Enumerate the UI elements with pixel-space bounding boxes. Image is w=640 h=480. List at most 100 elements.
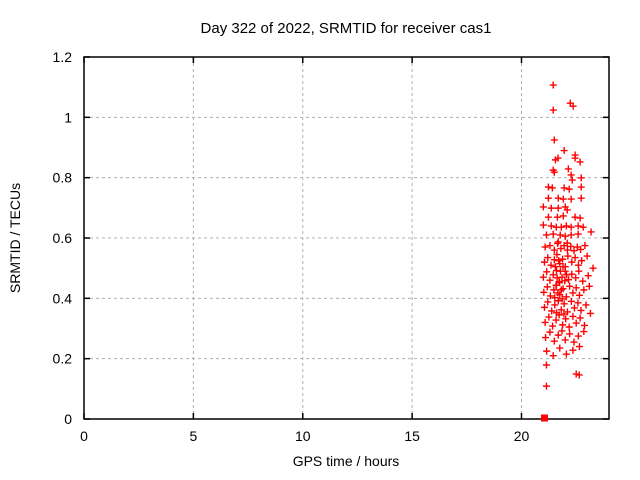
data-point-plus — [577, 306, 585, 314]
data-point-plus — [556, 231, 564, 239]
data-point-plus — [547, 204, 555, 212]
data-point-plus — [580, 286, 588, 294]
data-point-plus — [557, 306, 565, 314]
data-point-plus — [539, 203, 547, 211]
data-point-plus — [560, 242, 568, 250]
data-point-plus — [562, 222, 570, 230]
data-point-plus — [580, 328, 588, 336]
data-point-plus — [560, 300, 568, 308]
data-point-plus — [562, 315, 570, 323]
x-tick-label: 0 — [80, 428, 88, 444]
x-axis-label: GPS time / hours — [293, 453, 400, 469]
data-point-plus — [572, 370, 580, 378]
data-point-plus — [554, 154, 562, 162]
data-point-plus — [551, 301, 559, 309]
data-point-plus — [560, 310, 568, 318]
data-point-plus — [574, 299, 582, 307]
data-point-plus — [561, 277, 569, 285]
data-point-plus — [585, 282, 593, 290]
data-point-plus — [559, 255, 567, 263]
data-point-plus — [542, 231, 550, 239]
data-point-plus — [558, 295, 566, 303]
data-point-plus — [546, 292, 554, 300]
data-point-plus — [549, 106, 557, 114]
data-point-plus — [550, 136, 558, 144]
data-point-plus — [570, 247, 578, 255]
data-point-plus — [548, 307, 556, 315]
y-tick-label: 0 — [64, 411, 72, 427]
data-point-plus — [560, 184, 568, 192]
data-point-plus — [556, 267, 564, 275]
data-point-plus — [563, 206, 571, 214]
data-point-plus — [567, 223, 575, 231]
data-point-plus — [539, 273, 547, 281]
data-point-plus — [577, 174, 585, 182]
data-point-plus — [570, 338, 578, 346]
data-point-plus — [564, 165, 572, 173]
data-point-plus — [568, 176, 576, 184]
data-point-plus — [552, 316, 560, 324]
data-point-plus — [551, 263, 559, 271]
data-point-plus — [571, 213, 579, 221]
data-point-plus — [561, 232, 569, 240]
axis-ticks — [83, 56, 609, 420]
data-point-plus — [565, 276, 573, 284]
data-point-plus — [574, 230, 582, 238]
data-point-plus — [581, 242, 589, 250]
data-point-plus — [539, 221, 547, 229]
data-point-plus — [550, 246, 558, 254]
data-point-plus — [562, 293, 570, 301]
data-point-plus — [576, 314, 584, 322]
data-point-plus — [554, 297, 562, 305]
data-point-plus — [549, 352, 557, 360]
data-point-plus — [560, 147, 568, 155]
data-point-plus — [559, 195, 567, 203]
data-point-plus — [567, 297, 575, 305]
data-point-plus — [541, 243, 549, 251]
data-point-plus — [570, 304, 578, 312]
data-point-plus — [584, 272, 592, 280]
data-point-plus — [541, 318, 549, 326]
data-point-plus — [578, 257, 586, 265]
data-point-plus — [581, 321, 588, 329]
data-point-plus — [572, 284, 580, 292]
data-point-plus — [543, 283, 551, 291]
data-point-plus — [559, 263, 567, 271]
data-point-plus — [554, 239, 562, 247]
data-point-plus — [577, 194, 585, 202]
data-point-plus — [574, 222, 582, 230]
data-point-plus — [542, 334, 550, 342]
data-point-square — [540, 414, 548, 422]
data-point-plus — [550, 168, 558, 176]
data-point-plus — [559, 321, 567, 329]
data-point-plus — [545, 313, 553, 321]
data-point-plus — [555, 257, 563, 265]
data-point-plus — [567, 242, 575, 250]
data-point-plus — [543, 347, 551, 355]
data-point-plus — [579, 223, 587, 231]
data-point-plus — [555, 311, 563, 319]
data-point-plus — [566, 282, 574, 290]
data-point-plus — [553, 213, 561, 221]
data-point-plus — [557, 223, 565, 231]
data-point-plus — [554, 331, 562, 339]
data-point-plus — [550, 256, 558, 264]
data-point-plus — [575, 267, 583, 275]
x-tick-label: 5 — [189, 428, 197, 444]
data-point-plus — [554, 194, 562, 202]
data-point-plus — [572, 319, 580, 327]
data-point-plus — [548, 184, 556, 192]
data-point-plus — [543, 268, 551, 276]
data-point-plus — [569, 289, 577, 297]
data-point-plus — [549, 322, 557, 330]
data-point-plus — [549, 230, 557, 238]
data-point-plus — [544, 183, 552, 191]
data-point-plus — [579, 277, 587, 285]
data-point-plus — [586, 309, 594, 317]
y-tick-label: 0.2 — [53, 351, 73, 367]
data-point-plus — [569, 312, 577, 320]
y-tick-label: 1.2 — [53, 49, 73, 65]
data-point-plus — [556, 279, 564, 287]
